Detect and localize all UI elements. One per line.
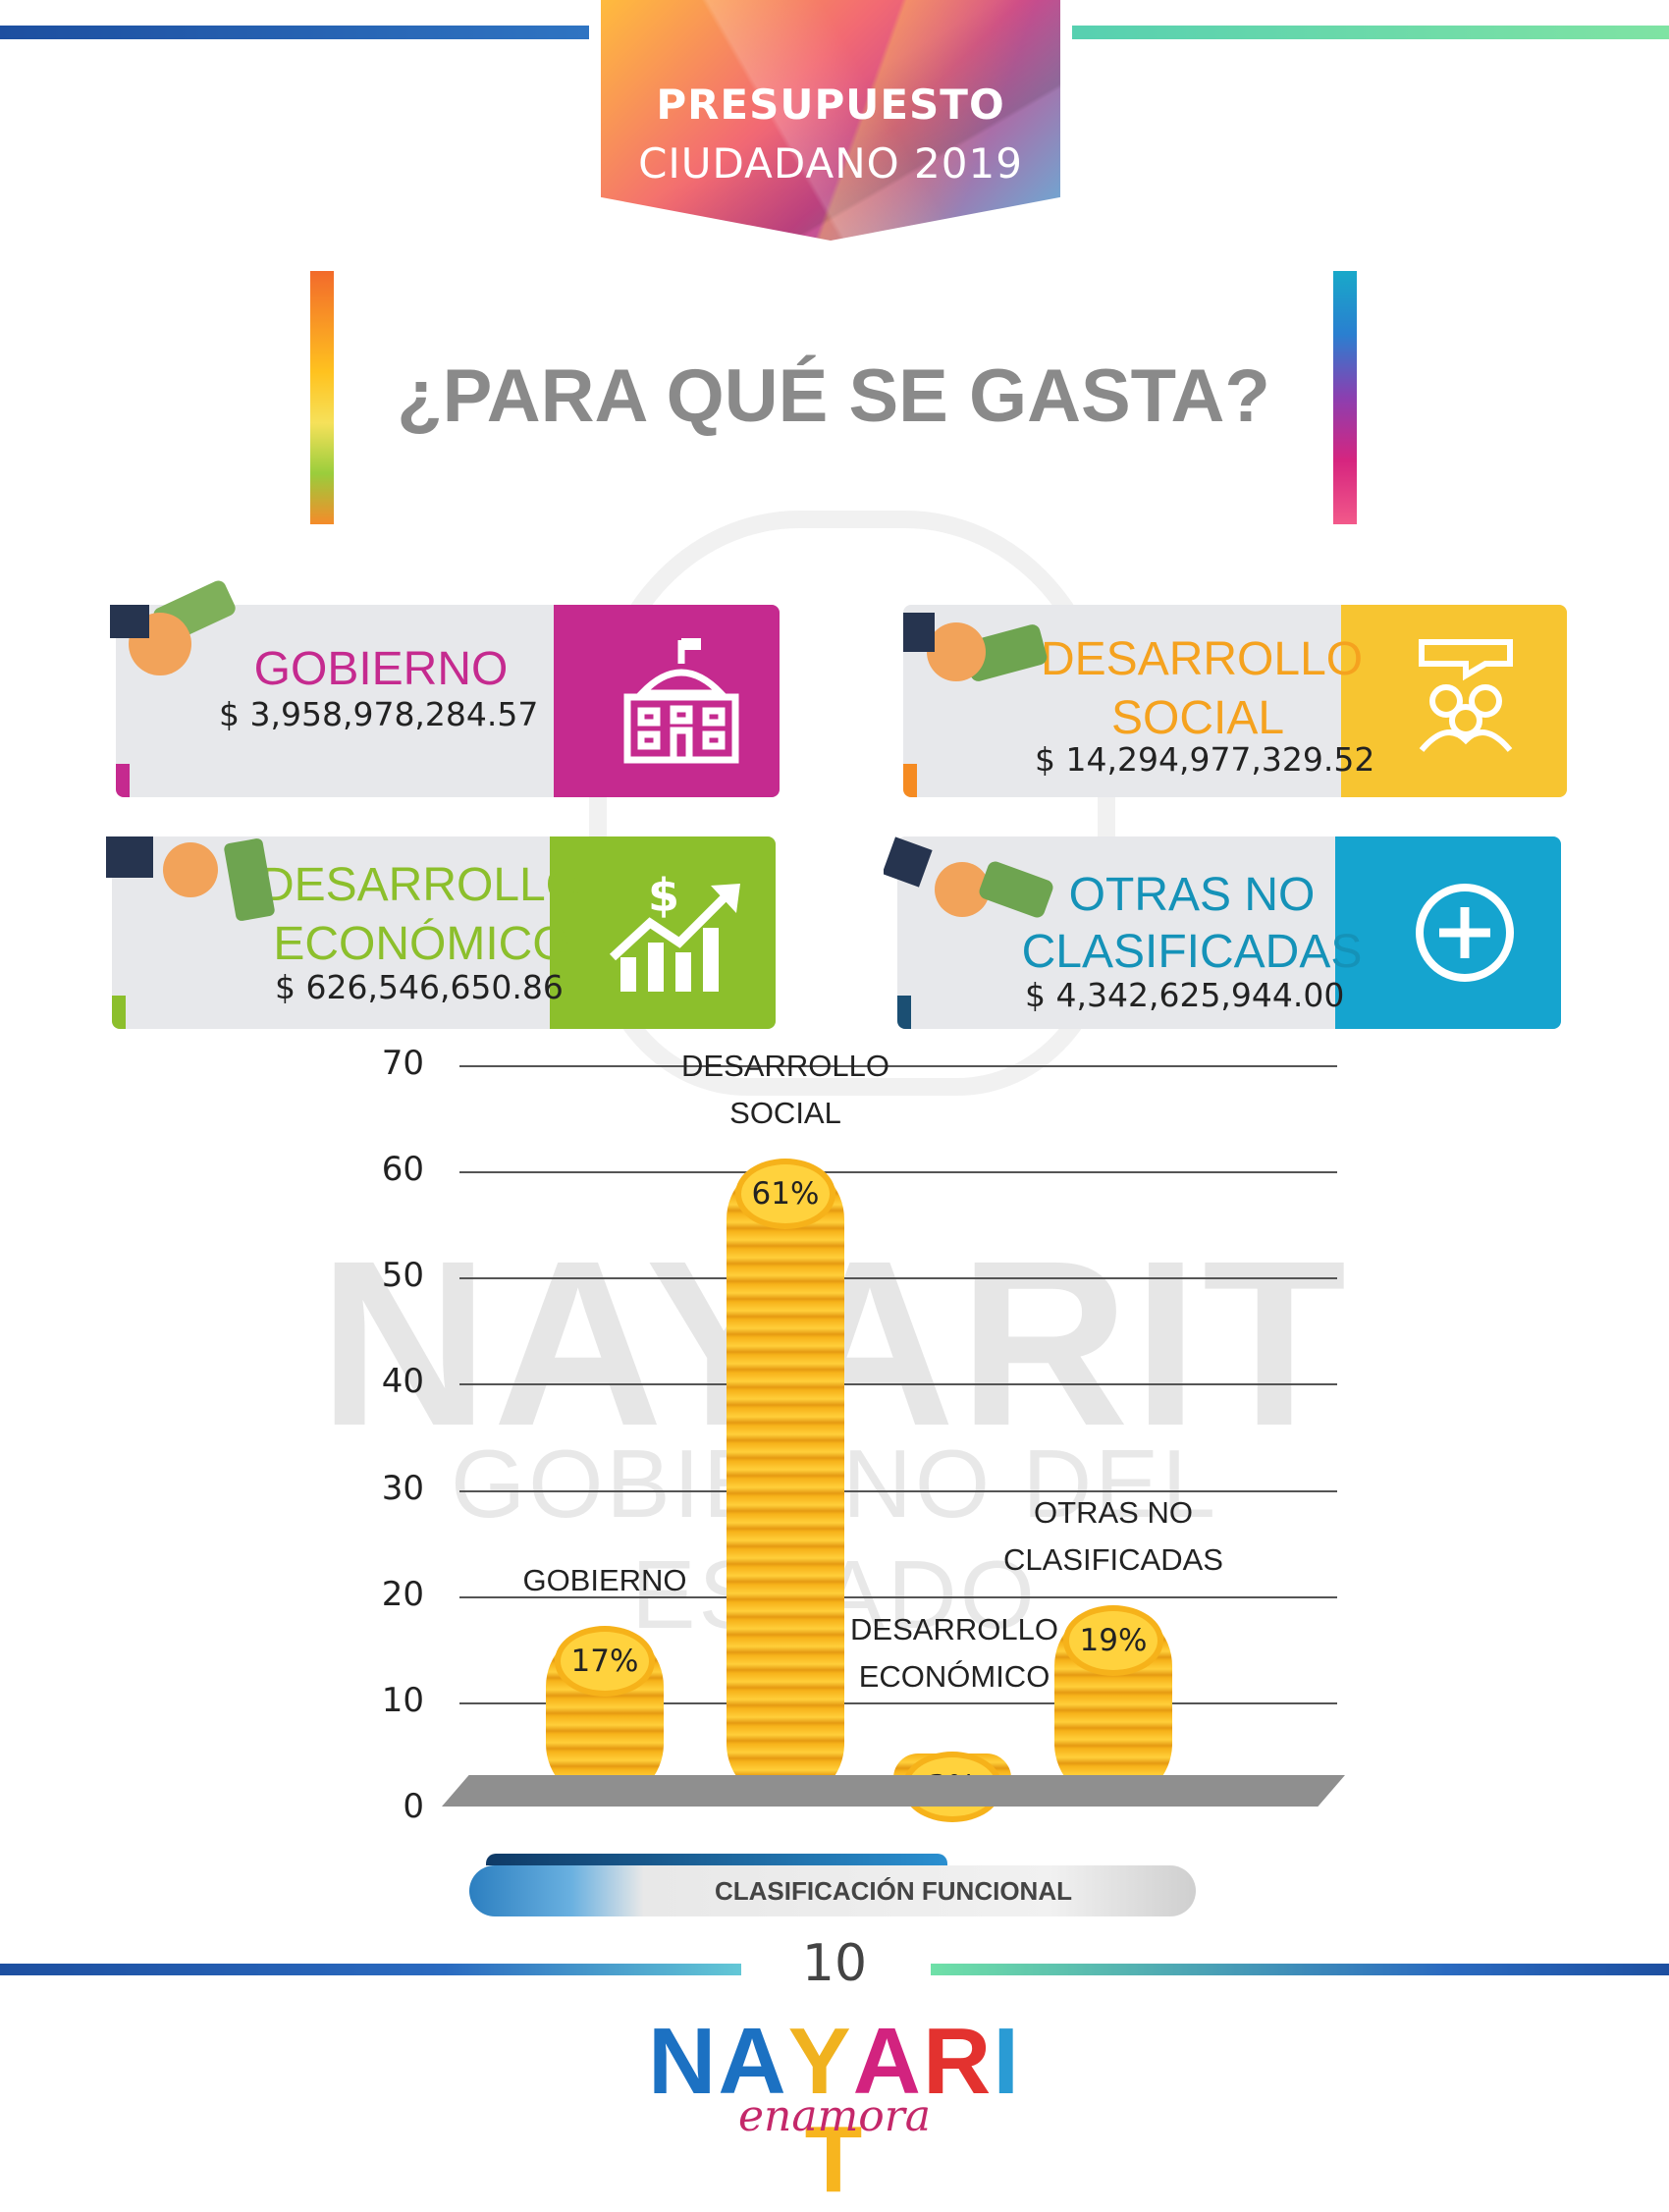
card-title-line1: DESARROLLO <box>259 859 583 911</box>
footer-logo-sub: enamora <box>737 2091 932 2141</box>
data-label: 17% <box>561 1632 649 1692</box>
card-accent <box>1341 605 1567 797</box>
card-gobierno: GOBIERNO $ 3,958,978,284.57 <box>116 605 780 797</box>
card-amount: $ 14,294,977,329.52 <box>1035 740 1375 779</box>
top-line-right <box>1072 26 1669 39</box>
data-label: 61% <box>741 1164 830 1224</box>
gridline <box>459 1171 1337 1174</box>
y-tick-label: 60 <box>381 1150 424 1190</box>
category-label: GOBIERNO <box>522 1563 687 1598</box>
gridline <box>459 1489 1337 1492</box>
card-amount: $ 626,546,650.86 <box>275 968 564 1006</box>
page-number: 10 <box>801 1934 868 1993</box>
data-label: 19% <box>1069 1610 1158 1670</box>
card-title: GOBIERNO <box>253 643 509 695</box>
logo-letter: N <box>647 2009 719 2114</box>
y-tick-label: 30 <box>381 1468 424 1508</box>
card-title-line2: CLASIFICADAS <box>1021 926 1363 978</box>
card-title-line1: DESARROLLO <box>1041 633 1364 685</box>
card-stripe <box>116 764 130 797</box>
logo-letter: A <box>852 2009 923 2114</box>
category-label: DESARROLLO SOCIAL <box>681 1049 889 1131</box>
growth-chart-icon: $ <box>609 869 740 992</box>
caption-cap <box>486 1854 947 1865</box>
logo-letter: A <box>718 2009 788 2114</box>
money-hand-icon <box>903 613 1048 681</box>
banner-subtitle: CIUDADANO 2019 <box>638 139 1023 188</box>
y-tick-label: 10 <box>381 1680 424 1720</box>
gridline <box>459 1065 1337 1067</box>
category-label: OTRAS NO CLASIFICADAS <box>1003 1494 1223 1577</box>
money-hand-icon <box>884 836 1053 918</box>
header-banner: PRESUPUESTO CIUDADANO 2019 <box>601 0 1060 241</box>
card-accent <box>554 605 780 797</box>
card-title-line1: OTRAS NO <box>1068 869 1316 921</box>
logo-letter: R <box>923 2009 994 2114</box>
gridline <box>459 1383 1337 1386</box>
card-stripe <box>903 764 917 797</box>
y-tick-label: 70 <box>381 1044 424 1083</box>
y-tick-label: 40 <box>381 1362 424 1402</box>
heading-bar-right <box>1333 271 1357 524</box>
category-label: DESARROLLO ECONÓMICO <box>850 1612 1058 1694</box>
heading-bar-left <box>310 271 334 524</box>
y-tick-label: 0 <box>403 1787 424 1826</box>
plus-circle-icon <box>1416 884 1514 982</box>
bottom-line-left <box>0 1964 741 1975</box>
gridline <box>459 1277 1337 1280</box>
card-stripe <box>112 996 126 1029</box>
chart-caption: CLASIFICACIÓN FUNCIONAL <box>715 1876 1072 1906</box>
card-desarrollo-economico: DESARROLLO ECONÓMICO $ 626,546,650.86 $ <box>112 836 776 1029</box>
people-group-icon <box>1419 639 1513 752</box>
caption-pill <box>469 1865 1196 1916</box>
card-amount: $ 3,958,978,284.57 <box>219 695 539 733</box>
top-line-left <box>0 26 589 39</box>
bar-coin-stack <box>727 1160 844 1803</box>
chart-floor <box>442 1775 1345 1807</box>
svg-text:$: $ <box>648 869 679 922</box>
page-title: ¿PARA QUÉ SE GASTA? <box>397 354 1270 438</box>
card-stripe <box>897 996 911 1029</box>
gridline <box>459 1701 1337 1704</box>
logo-letter: I <box>993 2009 1021 2114</box>
government-building-icon <box>623 638 739 764</box>
gridline <box>459 1595 1337 1598</box>
money-hand-icon <box>106 836 275 921</box>
card-amount: $ 4,342,625,944.00 <box>1025 976 1345 1014</box>
money-hand-icon <box>110 580 236 675</box>
logo-letter: Y <box>787 2009 853 2114</box>
bottom-line-right <box>931 1964 1669 1975</box>
banner-title: PRESUPUESTO <box>656 81 1005 129</box>
y-tick-label: 50 <box>381 1256 424 1296</box>
card-title-line2: SOCIAL <box>1110 692 1285 744</box>
y-tick-label: 20 <box>381 1574 424 1614</box>
card-title-line2: ECONÓMICO <box>273 918 569 970</box>
